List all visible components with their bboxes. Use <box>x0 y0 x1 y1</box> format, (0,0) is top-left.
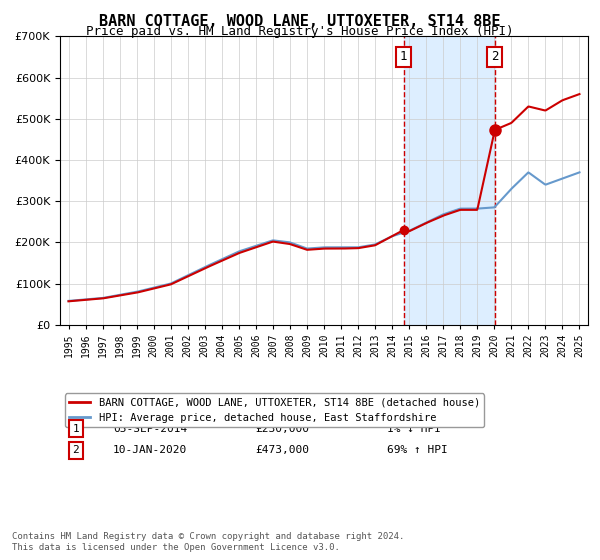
Text: 1: 1 <box>73 423 79 433</box>
Text: 10-JAN-2020: 10-JAN-2020 <box>113 445 187 455</box>
Text: 1% ↓ HPI: 1% ↓ HPI <box>388 423 442 433</box>
Text: Contains HM Land Registry data © Crown copyright and database right 2024.
This d: Contains HM Land Registry data © Crown c… <box>12 532 404 552</box>
Text: 2: 2 <box>491 50 499 63</box>
Text: 1: 1 <box>400 50 407 63</box>
Text: £230,000: £230,000 <box>256 423 310 433</box>
Text: 2: 2 <box>73 445 79 455</box>
Text: £473,000: £473,000 <box>256 445 310 455</box>
Legend: BARN COTTAGE, WOOD LANE, UTTOXETER, ST14 8BE (detached house), HPI: Average pric: BARN COTTAGE, WOOD LANE, UTTOXETER, ST14… <box>65 394 484 427</box>
Text: 69% ↑ HPI: 69% ↑ HPI <box>388 445 448 455</box>
Text: 05-SEP-2014: 05-SEP-2014 <box>113 423 187 433</box>
Bar <box>404 36 495 325</box>
Text: Price paid vs. HM Land Registry's House Price Index (HPI): Price paid vs. HM Land Registry's House … <box>86 25 514 38</box>
Text: BARN COTTAGE, WOOD LANE, UTTOXETER, ST14 8BE: BARN COTTAGE, WOOD LANE, UTTOXETER, ST14… <box>99 14 501 29</box>
